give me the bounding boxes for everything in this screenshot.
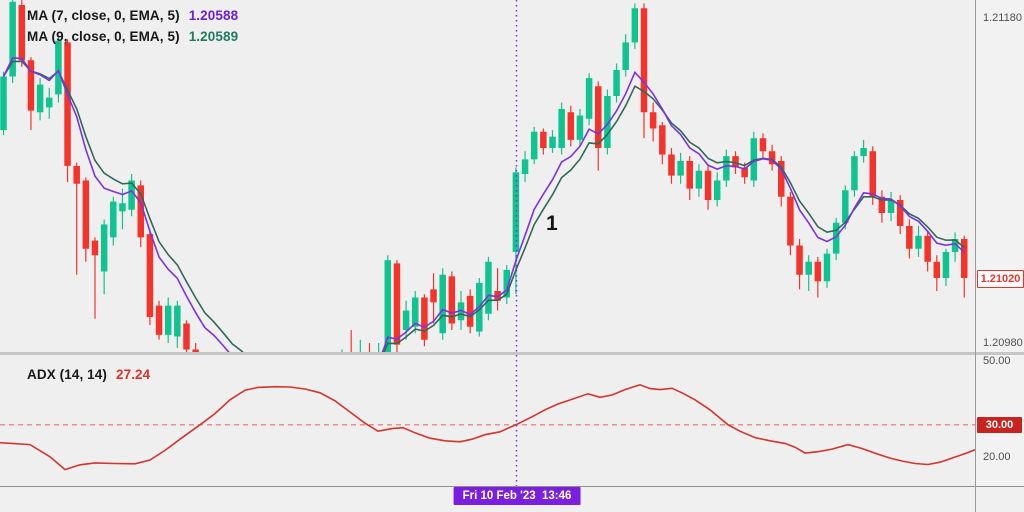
candlestick-series bbox=[0, 0, 968, 352]
price-axis-label-bottom: 1.20980 bbox=[983, 337, 1023, 349]
chart-annotation-1: 1 bbox=[546, 212, 558, 235]
time-axis-border bbox=[0, 486, 1024, 487]
pane-separator[interactable] bbox=[0, 352, 1024, 355]
adx-axis-label-50: 50.00 bbox=[983, 355, 1011, 367]
ma7-legend-row[interactable]: MA (7, close, 0, EMA, 5) 1.20588 bbox=[27, 5, 238, 26]
crosshair-time-badge: Fri 10 Feb '23 13:46 bbox=[453, 487, 581, 505]
price-axis-border bbox=[975, 0, 976, 512]
ema7-line bbox=[2, 56, 965, 352]
adx-label: ADX (14, 14) bbox=[27, 367, 107, 382]
adx-line bbox=[0, 383, 975, 471]
ma-indicator-legend: MA (7, close, 0, EMA, 5) 1.20588 MA (9, … bbox=[27, 5, 238, 47]
last-price-badge: 1.21020 bbox=[977, 270, 1024, 288]
adx-pane bbox=[0, 383, 975, 471]
ma7-value: 1.20588 bbox=[188, 8, 239, 23]
ema9-line bbox=[2, 60, 965, 352]
adx-threshold-badge: 30.00 bbox=[977, 417, 1022, 433]
adx-value: 27.24 bbox=[115, 367, 151, 382]
adx-axis-label-20: 20.00 bbox=[983, 451, 1011, 463]
adx-indicator-legend: ADX (14, 14) 27.24 bbox=[27, 364, 150, 385]
price-axis-strip[interactable] bbox=[976, 0, 1024, 512]
ma9-value: 1.20589 bbox=[188, 29, 239, 44]
adx-legend-row[interactable]: ADX (14, 14) 27.24 bbox=[27, 364, 150, 385]
ma9-legend-row[interactable]: MA (9, close, 0, EMA, 5) 1.20589 bbox=[27, 26, 238, 47]
ma7-label: MA (7, close, 0, EMA, 5) bbox=[27, 8, 180, 23]
ma9-label: MA (9, close, 0, EMA, 5) bbox=[27, 29, 180, 44]
price-axis-label-top: 1.21180 bbox=[983, 12, 1022, 24]
